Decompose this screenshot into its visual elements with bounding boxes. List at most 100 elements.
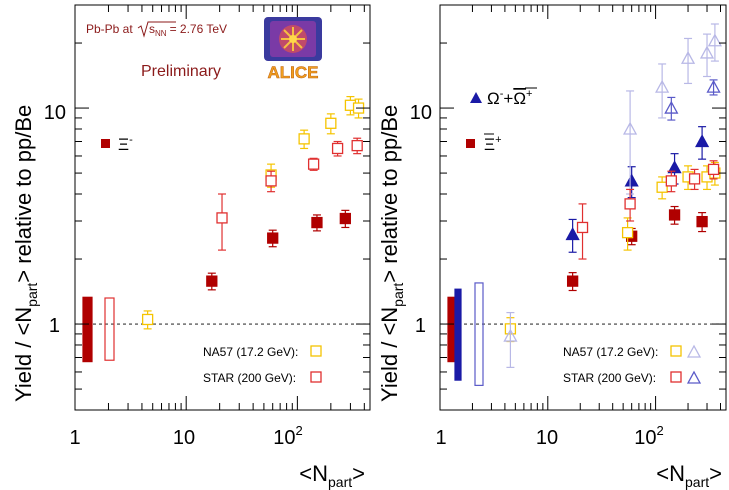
left-plot-content: [75, 95, 370, 363]
legend-alice-omega-label: Ω-+Ω+: [487, 88, 532, 108]
legend-star-omega-marker: [686, 370, 702, 384]
left-xaxis-label-tail: >: [352, 461, 365, 486]
legend-na57-label-right: NA57 (17.2 GeV):: [563, 345, 658, 359]
right-xtick-100: 102: [634, 423, 663, 449]
right-alice_omega-point: [694, 134, 710, 148]
alice-logo-text: ALICE: [268, 63, 319, 82]
left-ytick-1: 1: [49, 315, 60, 337]
legend-star-xi-marker-right: [670, 371, 682, 383]
preliminary-label: Preliminary: [141, 63, 221, 80]
legend-alice-xi-label: Ξ-: [118, 134, 133, 154]
right-xtick-1: 1: [435, 427, 446, 449]
right-panel: 1 10 1 10 102 <Npart> Yield / <Npart> re…: [377, 4, 727, 490]
legend-alice-xi-symbol: Ξ: [118, 135, 129, 154]
right-xaxis-label: <Npart>: [656, 461, 722, 490]
legend-omega-bar-symbol: Ω: [513, 89, 526, 108]
legend-alice-omega-marker: [470, 92, 482, 103]
legend-alice-xi-charge: -: [129, 134, 133, 146]
right-star_xi-point: [707, 163, 720, 176]
left-star_xi-point: [331, 142, 344, 155]
left-star_xi-point: [265, 175, 277, 187]
right-na57_omega-point: [622, 121, 638, 135]
right-ytick-10: 10: [410, 102, 432, 124]
right-norm-box-star_omega: [474, 282, 484, 386]
right-plot-content: [440, 23, 726, 386]
legend-antixi-symbol: Ξ: [484, 135, 495, 154]
left-xtick-100: 102: [273, 423, 302, 449]
legend-alice-antixi-marker: [466, 139, 475, 148]
right-na57_omega-point: [680, 50, 696, 64]
left-star_xi-point: [351, 139, 363, 152]
right-norm-box-alice_xi: [447, 296, 456, 363]
right-plot-frame: [439, 4, 727, 411]
left-xtick-10: 10: [173, 427, 195, 449]
legend-star-label: STAR (200 GeV):: [203, 371, 296, 385]
legend-na57-xi-marker-right: [670, 345, 682, 357]
right-axis-ticks: [439, 4, 726, 411]
right-xaxis-label-sub: part: [685, 474, 709, 490]
left-norm-box-alice: [82, 296, 93, 363]
energy-symbol: s: [149, 22, 155, 36]
right-alice_omega-point: [565, 227, 580, 241]
sqrt-symbol: [137, 21, 176, 38]
left-xaxis-label-main: <N: [299, 461, 328, 486]
right-xtick-100-base: 10: [634, 427, 656, 449]
left-xaxis-label-sub: part: [328, 474, 352, 490]
left-xtick-1: 1: [69, 427, 80, 449]
energy-label: sNN = 2.76 TeV: [149, 22, 227, 38]
sqrt-sign: [137, 21, 176, 38]
alice-logo: ALICE: [264, 17, 322, 82]
left-xaxis-label: <Npart>: [299, 461, 365, 490]
right-na57_omega-point: [655, 79, 670, 93]
legend-omega-symbol: Ω: [487, 89, 500, 108]
legend-alice-xi-marker: [101, 139, 110, 148]
alice-logo-vertex: [289, 35, 297, 43]
left-alice_xi-point: [267, 232, 279, 244]
left-yaxis-label-tail: > relative to pp/Be: [11, 105, 36, 283]
left-alice_xi-point: [339, 212, 351, 225]
left-plot-frame: [74, 4, 371, 411]
right-star_xi-point: [576, 221, 589, 234]
legend-omega-charge: -: [500, 88, 504, 100]
right-na57_xi-point: [621, 226, 634, 239]
legend-na57-xi-marker: [310, 345, 322, 357]
left-yaxis-label: Yield / <Npart> relative to pp/Be: [11, 105, 40, 402]
energy-value: = 2.76 TeV: [170, 22, 228, 36]
left-star_xi-point: [216, 212, 228, 224]
legend-omega-plus: +: [503, 89, 513, 108]
left-xtick-100-base: 10: [273, 427, 295, 449]
right-na57_omega-point: [503, 328, 518, 342]
left-alice_xi-point: [206, 275, 218, 287]
left-ytick-10: 10: [44, 102, 66, 124]
right-yaxis-label: Yield / <Npart> relative to pp/Be: [377, 105, 406, 402]
right-star_xi-point: [688, 173, 701, 185]
right-star_omega-point: [664, 100, 679, 114]
right-norm-box-alice_omega: [454, 288, 462, 381]
left-yaxis-label-sub: part: [24, 283, 40, 307]
right-na57_omega-point: [707, 33, 722, 47]
legend-na57-label: NA57 (17.2 GeV):: [203, 345, 298, 359]
legend-omega-bar-charge: +: [526, 88, 532, 100]
legend-na57-omega-marker: [686, 344, 702, 358]
right-xtick-100-sup: 2: [657, 423, 664, 438]
right-xaxis-label-main: <N: [656, 461, 685, 486]
right-ytick-1: 1: [415, 315, 426, 337]
left-na57_xi-point: [141, 313, 154, 326]
left-na57_xi-point: [298, 133, 310, 145]
legend-star-label-right: STAR (200 GeV):: [563, 371, 656, 385]
right-alice_xi-point: [696, 215, 708, 228]
right-alice_omega-point: [667, 160, 682, 174]
right-yaxis-label-tail: > relative to pp/Be: [377, 105, 402, 283]
right-na57_xi-point: [656, 181, 668, 193]
left-yaxis-label-main: Yield / <N: [11, 307, 36, 402]
right-star_omega-point: [706, 79, 721, 93]
collision-label: Pb-Pb at: [86, 22, 133, 36]
legend-alice-antixi-label: Ξ+: [484, 134, 502, 154]
left-xtick-100-sup: 2: [296, 423, 303, 438]
energy-sub: NN: [155, 29, 167, 38]
left-axis-ticks: [74, 4, 370, 411]
right-yaxis-label-sub: part: [390, 283, 406, 307]
legend-antixi-charge: +: [495, 134, 501, 146]
right-na57_omega-point: [699, 45, 715, 59]
